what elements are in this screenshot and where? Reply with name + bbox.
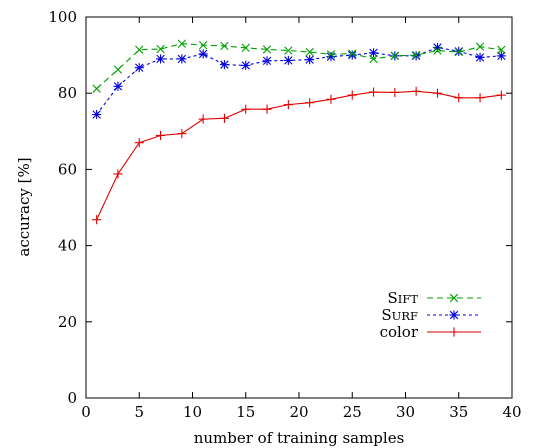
data-point-sift <box>156 44 165 54</box>
x-tick-label: 20 <box>289 403 308 421</box>
legend-marker-color <box>449 327 459 337</box>
x-tick-label: 25 <box>343 403 362 421</box>
data-point-color <box>496 90 506 100</box>
data-point-surf <box>219 60 230 70</box>
data-point-color <box>411 86 421 96</box>
legend-item-color: color <box>380 323 481 341</box>
y-tick-label: 100 <box>48 8 77 26</box>
data-point-sift <box>305 47 314 57</box>
data-point-color <box>475 93 485 103</box>
data-point-color <box>283 100 293 110</box>
series-layer <box>92 39 506 225</box>
y-tick-label: 0 <box>67 389 77 407</box>
data-point-color <box>305 98 315 108</box>
y-tick-label: 40 <box>58 237 77 255</box>
data-point-color <box>347 90 357 100</box>
series-sift <box>92 39 506 93</box>
data-point-sift <box>475 42 485 51</box>
x-tick-label: 10 <box>183 403 202 421</box>
x-tick-label: 30 <box>396 403 415 421</box>
data-point-sift <box>454 47 463 57</box>
data-point-surf <box>326 52 336 62</box>
data-point-sift <box>113 65 123 74</box>
series-line-sift <box>96 43 502 90</box>
legend-label-sift: SIFT <box>388 289 419 307</box>
data-point-sift <box>284 46 293 55</box>
data-point-color <box>454 93 464 103</box>
data-point-surf <box>475 52 485 62</box>
data-point-color <box>198 114 208 124</box>
y-tick-label: 20 <box>58 313 77 331</box>
legend-item-surf: SURF <box>381 306 481 324</box>
data-point-color <box>134 138 144 148</box>
series-line-surf <box>96 46 502 115</box>
data-point-surf <box>92 109 102 120</box>
x-tick-label: 5 <box>134 403 144 421</box>
data-point-surf <box>177 54 187 64</box>
data-point-sift <box>433 46 442 55</box>
data-point-surf <box>198 49 208 59</box>
data-point-sift <box>326 50 336 59</box>
data-point-color <box>155 130 166 141</box>
data-point-surf <box>155 54 166 64</box>
data-point-surf <box>283 55 293 65</box>
data-point-sift <box>390 51 400 61</box>
x-tick-label: 40 <box>502 403 521 421</box>
data-point-surf <box>305 55 315 65</box>
legend-marker-sift <box>449 293 459 303</box>
data-point-color <box>326 94 336 104</box>
data-point-sift <box>241 43 250 53</box>
x-axis-label: number of training samples <box>194 429 405 447</box>
series-color <box>92 86 506 225</box>
data-point-surf <box>134 63 144 73</box>
data-point-color <box>368 87 379 97</box>
data-point-sift <box>198 41 208 50</box>
data-point-surf <box>347 50 357 60</box>
legend-marker-surf <box>449 310 459 320</box>
y-tick-label: 80 <box>58 84 77 102</box>
data-point-surf <box>496 51 506 61</box>
y-tick-label: 60 <box>58 160 77 178</box>
data-point-surf <box>241 60 251 70</box>
data-point-color <box>92 215 102 225</box>
series-surf <box>92 42 506 120</box>
x-tick-label: 0 <box>81 403 91 421</box>
plot-frame <box>85 16 513 399</box>
x-tick-label: 15 <box>236 403 255 421</box>
series-line-color <box>96 90 502 220</box>
legend-item-sift: SIFT <box>388 289 481 307</box>
axis-ticks: 0 5 10 15 20 25 30 35 40 0 20 40 60 80 100 <box>48 8 521 421</box>
data-point-color <box>177 129 187 139</box>
data-point-surf <box>368 48 379 58</box>
data-point-sift <box>262 45 272 54</box>
legend-label-color: color <box>380 323 419 341</box>
data-point-sift <box>369 54 378 64</box>
data-point-color <box>390 87 400 97</box>
legend-label-surf: SURF <box>381 306 418 324</box>
data-point-sift <box>411 50 421 60</box>
data-point-sift <box>177 39 187 48</box>
data-point-surf <box>113 81 123 91</box>
data-point-sift <box>220 41 229 51</box>
data-point-color <box>113 169 123 179</box>
data-point-color <box>432 88 443 98</box>
data-point-surf <box>262 56 272 66</box>
data-point-color <box>262 104 272 114</box>
x-tick-label: 35 <box>449 403 468 421</box>
data-point-sift <box>348 49 357 58</box>
data-point-color <box>219 113 230 123</box>
data-point-sift <box>497 45 506 54</box>
y-axis-label: accuracy [%] <box>15 157 33 256</box>
data-point-sift <box>135 45 144 54</box>
data-point-color <box>241 104 251 114</box>
data-point-sift <box>92 84 101 93</box>
